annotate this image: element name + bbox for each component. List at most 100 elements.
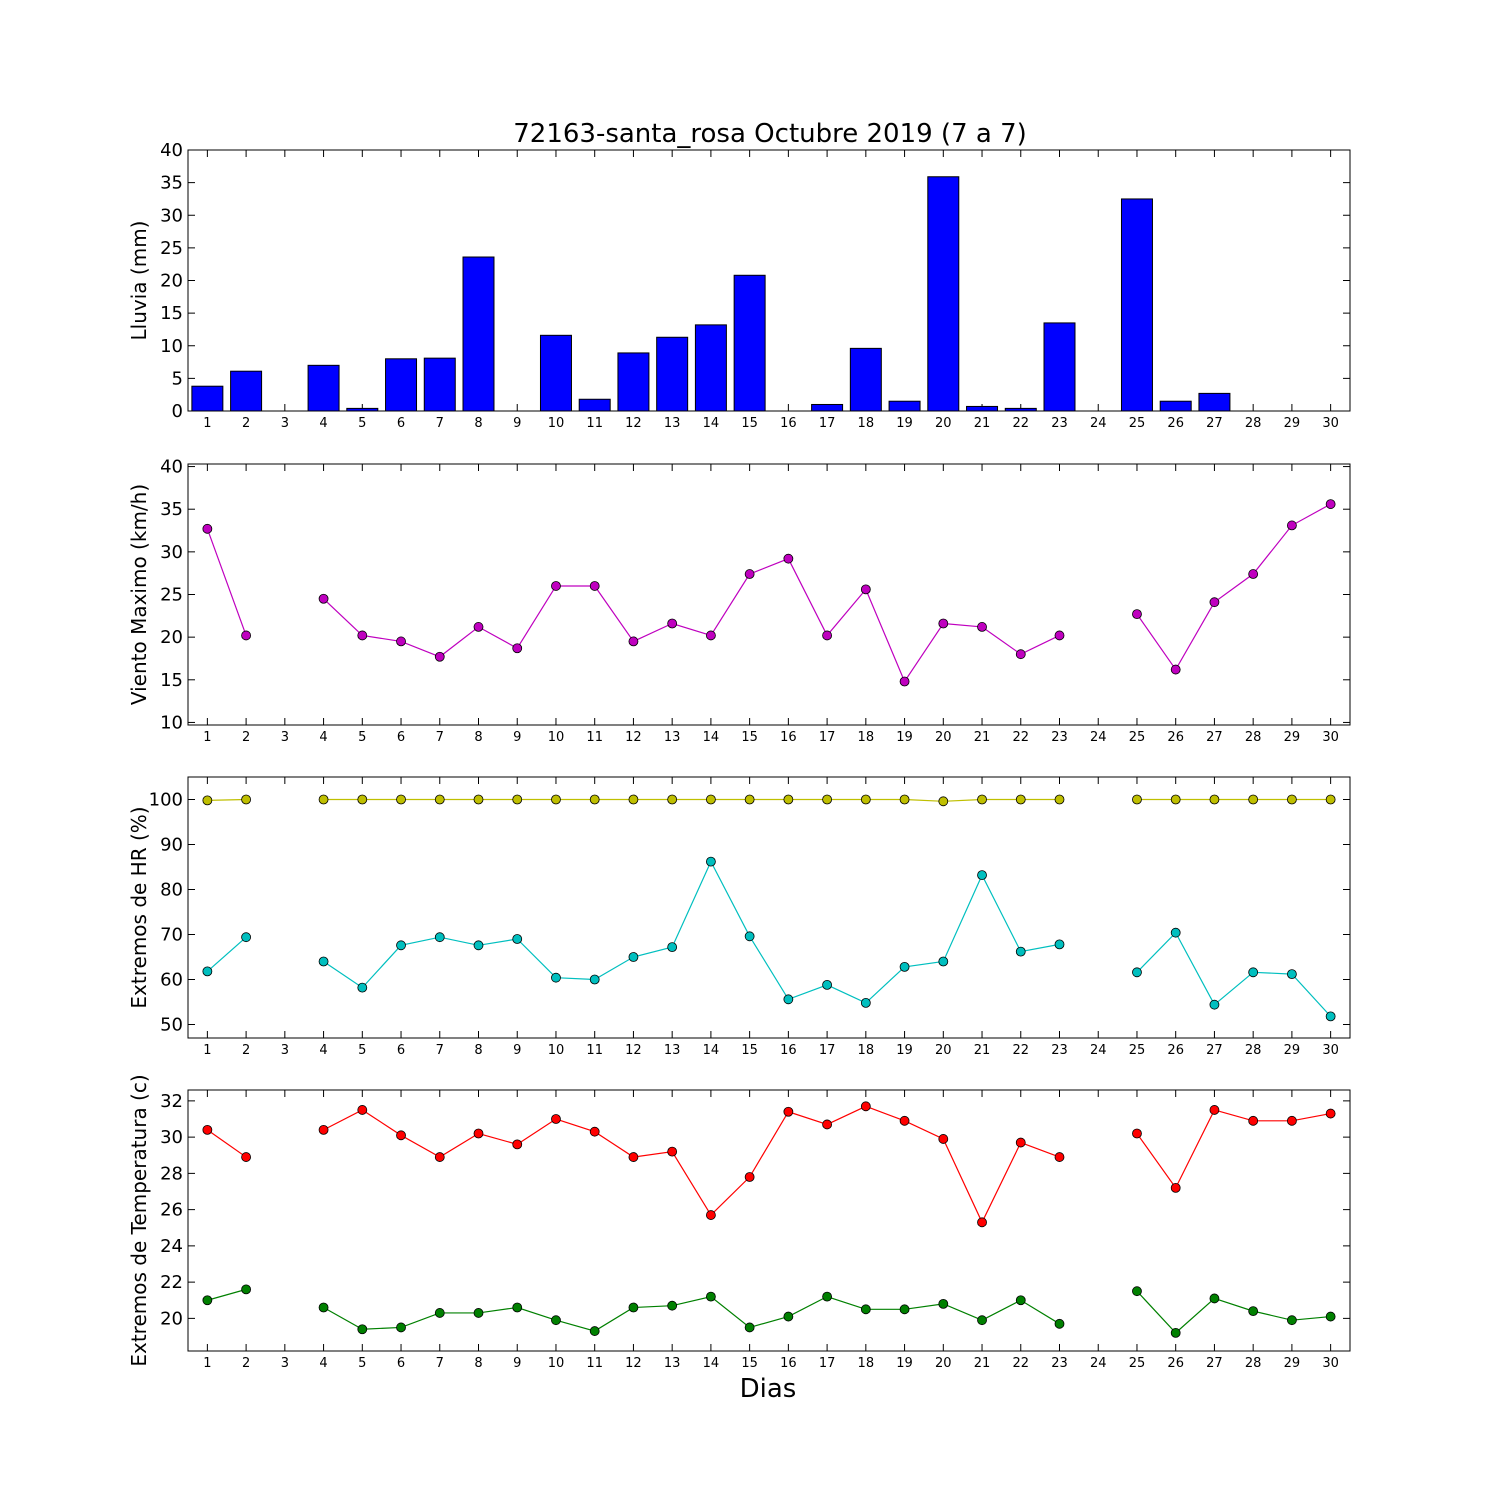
x-tick-label: 22 bbox=[1012, 1043, 1029, 1058]
y-tick-label: 28 bbox=[160, 1163, 183, 1184]
x-tick-label: 19 bbox=[896, 730, 913, 745]
data-point bbox=[744, 569, 755, 579]
data-point bbox=[628, 636, 639, 647]
data-point bbox=[1209, 794, 1220, 805]
x-tick-label: 14 bbox=[703, 416, 720, 431]
series-line bbox=[207, 798, 247, 801]
x-tick-label: 8 bbox=[474, 730, 482, 745]
data-point bbox=[938, 796, 949, 807]
bar bbox=[307, 364, 340, 412]
data-point bbox=[396, 1322, 406, 1333]
bar bbox=[927, 176, 960, 412]
x-tick-label: 9 bbox=[513, 1356, 521, 1371]
data-point bbox=[1170, 664, 1181, 675]
x-tick-label: 1 bbox=[203, 416, 211, 431]
data-point bbox=[396, 1130, 406, 1141]
x-tick-label: 13 bbox=[664, 730, 681, 745]
data-point bbox=[512, 1302, 523, 1313]
data-point bbox=[241, 630, 252, 641]
series-line bbox=[323, 860, 1060, 1004]
data-point bbox=[822, 1291, 832, 1302]
data-point bbox=[551, 972, 561, 983]
data-point bbox=[706, 856, 716, 867]
data-point bbox=[1015, 794, 1026, 805]
y-tick-label: 30 bbox=[160, 205, 183, 226]
plot-frame bbox=[187, 149, 1351, 412]
x-tick-label: 24 bbox=[1090, 1043, 1107, 1058]
data-point bbox=[1054, 1318, 1065, 1329]
bar bbox=[811, 403, 844, 412]
y-tick-label: 20 bbox=[160, 1308, 183, 1329]
data-point bbox=[744, 1322, 755, 1333]
data-point bbox=[473, 622, 484, 632]
x-tick-label: 29 bbox=[1284, 1043, 1301, 1058]
x-tick-label: 17 bbox=[819, 1356, 836, 1371]
data-point bbox=[473, 940, 484, 951]
bar bbox=[230, 370, 263, 412]
series-line bbox=[323, 1105, 1060, 1224]
x-tick-label: 12 bbox=[625, 1043, 642, 1058]
data-point bbox=[822, 1119, 832, 1130]
data-point bbox=[241, 794, 252, 805]
bar bbox=[733, 274, 766, 412]
data-point bbox=[628, 1302, 639, 1313]
x-tick-label: 6 bbox=[397, 416, 405, 431]
data-point bbox=[512, 794, 523, 805]
x-tick-label: 23 bbox=[1051, 1043, 1068, 1058]
y-tick-label: 24 bbox=[160, 1236, 183, 1257]
x-tick-label: 26 bbox=[1167, 416, 1184, 431]
data-point bbox=[938, 956, 949, 967]
data-point bbox=[1015, 1295, 1026, 1306]
x-tick-label: 23 bbox=[1051, 730, 1068, 745]
data-point bbox=[318, 1124, 329, 1135]
data-point bbox=[551, 1114, 561, 1124]
y-tick-label: 70 bbox=[160, 925, 183, 946]
x-tick-label: 4 bbox=[319, 1356, 327, 1371]
y-tick-label: 15 bbox=[160, 670, 183, 691]
x-tick-label: 8 bbox=[474, 1356, 482, 1371]
data-point bbox=[589, 794, 600, 805]
bar bbox=[617, 352, 650, 412]
x-tick-label: 21 bbox=[974, 416, 991, 431]
x-tick-label: 30 bbox=[1322, 1356, 1339, 1371]
data-point bbox=[706, 794, 716, 805]
bar bbox=[385, 358, 418, 412]
x-tick-label: 25 bbox=[1129, 416, 1146, 431]
x-tick-label: 6 bbox=[397, 730, 405, 745]
data-point bbox=[899, 1115, 910, 1126]
x-tick-label: 25 bbox=[1129, 1043, 1146, 1058]
data-point bbox=[1132, 1286, 1142, 1297]
x-tick-label: 17 bbox=[819, 730, 836, 745]
data-point bbox=[1132, 794, 1142, 805]
data-point bbox=[1325, 794, 1336, 805]
x-tick-label: 24 bbox=[1090, 416, 1107, 431]
x-tick-label: 20 bbox=[935, 1043, 952, 1058]
x-tick-label: 11 bbox=[586, 1043, 603, 1058]
x-tick-label: 7 bbox=[436, 730, 444, 745]
x-tick-label: 8 bbox=[474, 416, 482, 431]
data-point bbox=[473, 1128, 484, 1139]
x-tick-label: 13 bbox=[664, 416, 681, 431]
data-point bbox=[357, 1105, 368, 1115]
bar bbox=[849, 347, 882, 412]
x-tick-label: 28 bbox=[1245, 1356, 1262, 1371]
x-tick-label: 28 bbox=[1245, 730, 1262, 745]
data-point bbox=[977, 622, 987, 632]
data-point bbox=[667, 618, 678, 629]
x-tick-label: 15 bbox=[741, 416, 758, 431]
data-point bbox=[241, 1152, 252, 1162]
x-tick-label: 4 bbox=[319, 730, 327, 745]
y-tick-label: 10 bbox=[160, 712, 183, 733]
x-tick-label: 14 bbox=[703, 1043, 720, 1058]
x-tick-label: 27 bbox=[1206, 1043, 1223, 1058]
x-tick-label: 12 bbox=[625, 730, 642, 745]
data-point bbox=[628, 1152, 639, 1162]
x-tick-label: 13 bbox=[664, 1356, 681, 1371]
x-tick-label: 18 bbox=[858, 416, 875, 431]
x-tick-label: 2 bbox=[242, 416, 250, 431]
bar bbox=[1043, 322, 1076, 412]
data-point bbox=[1209, 1105, 1220, 1115]
